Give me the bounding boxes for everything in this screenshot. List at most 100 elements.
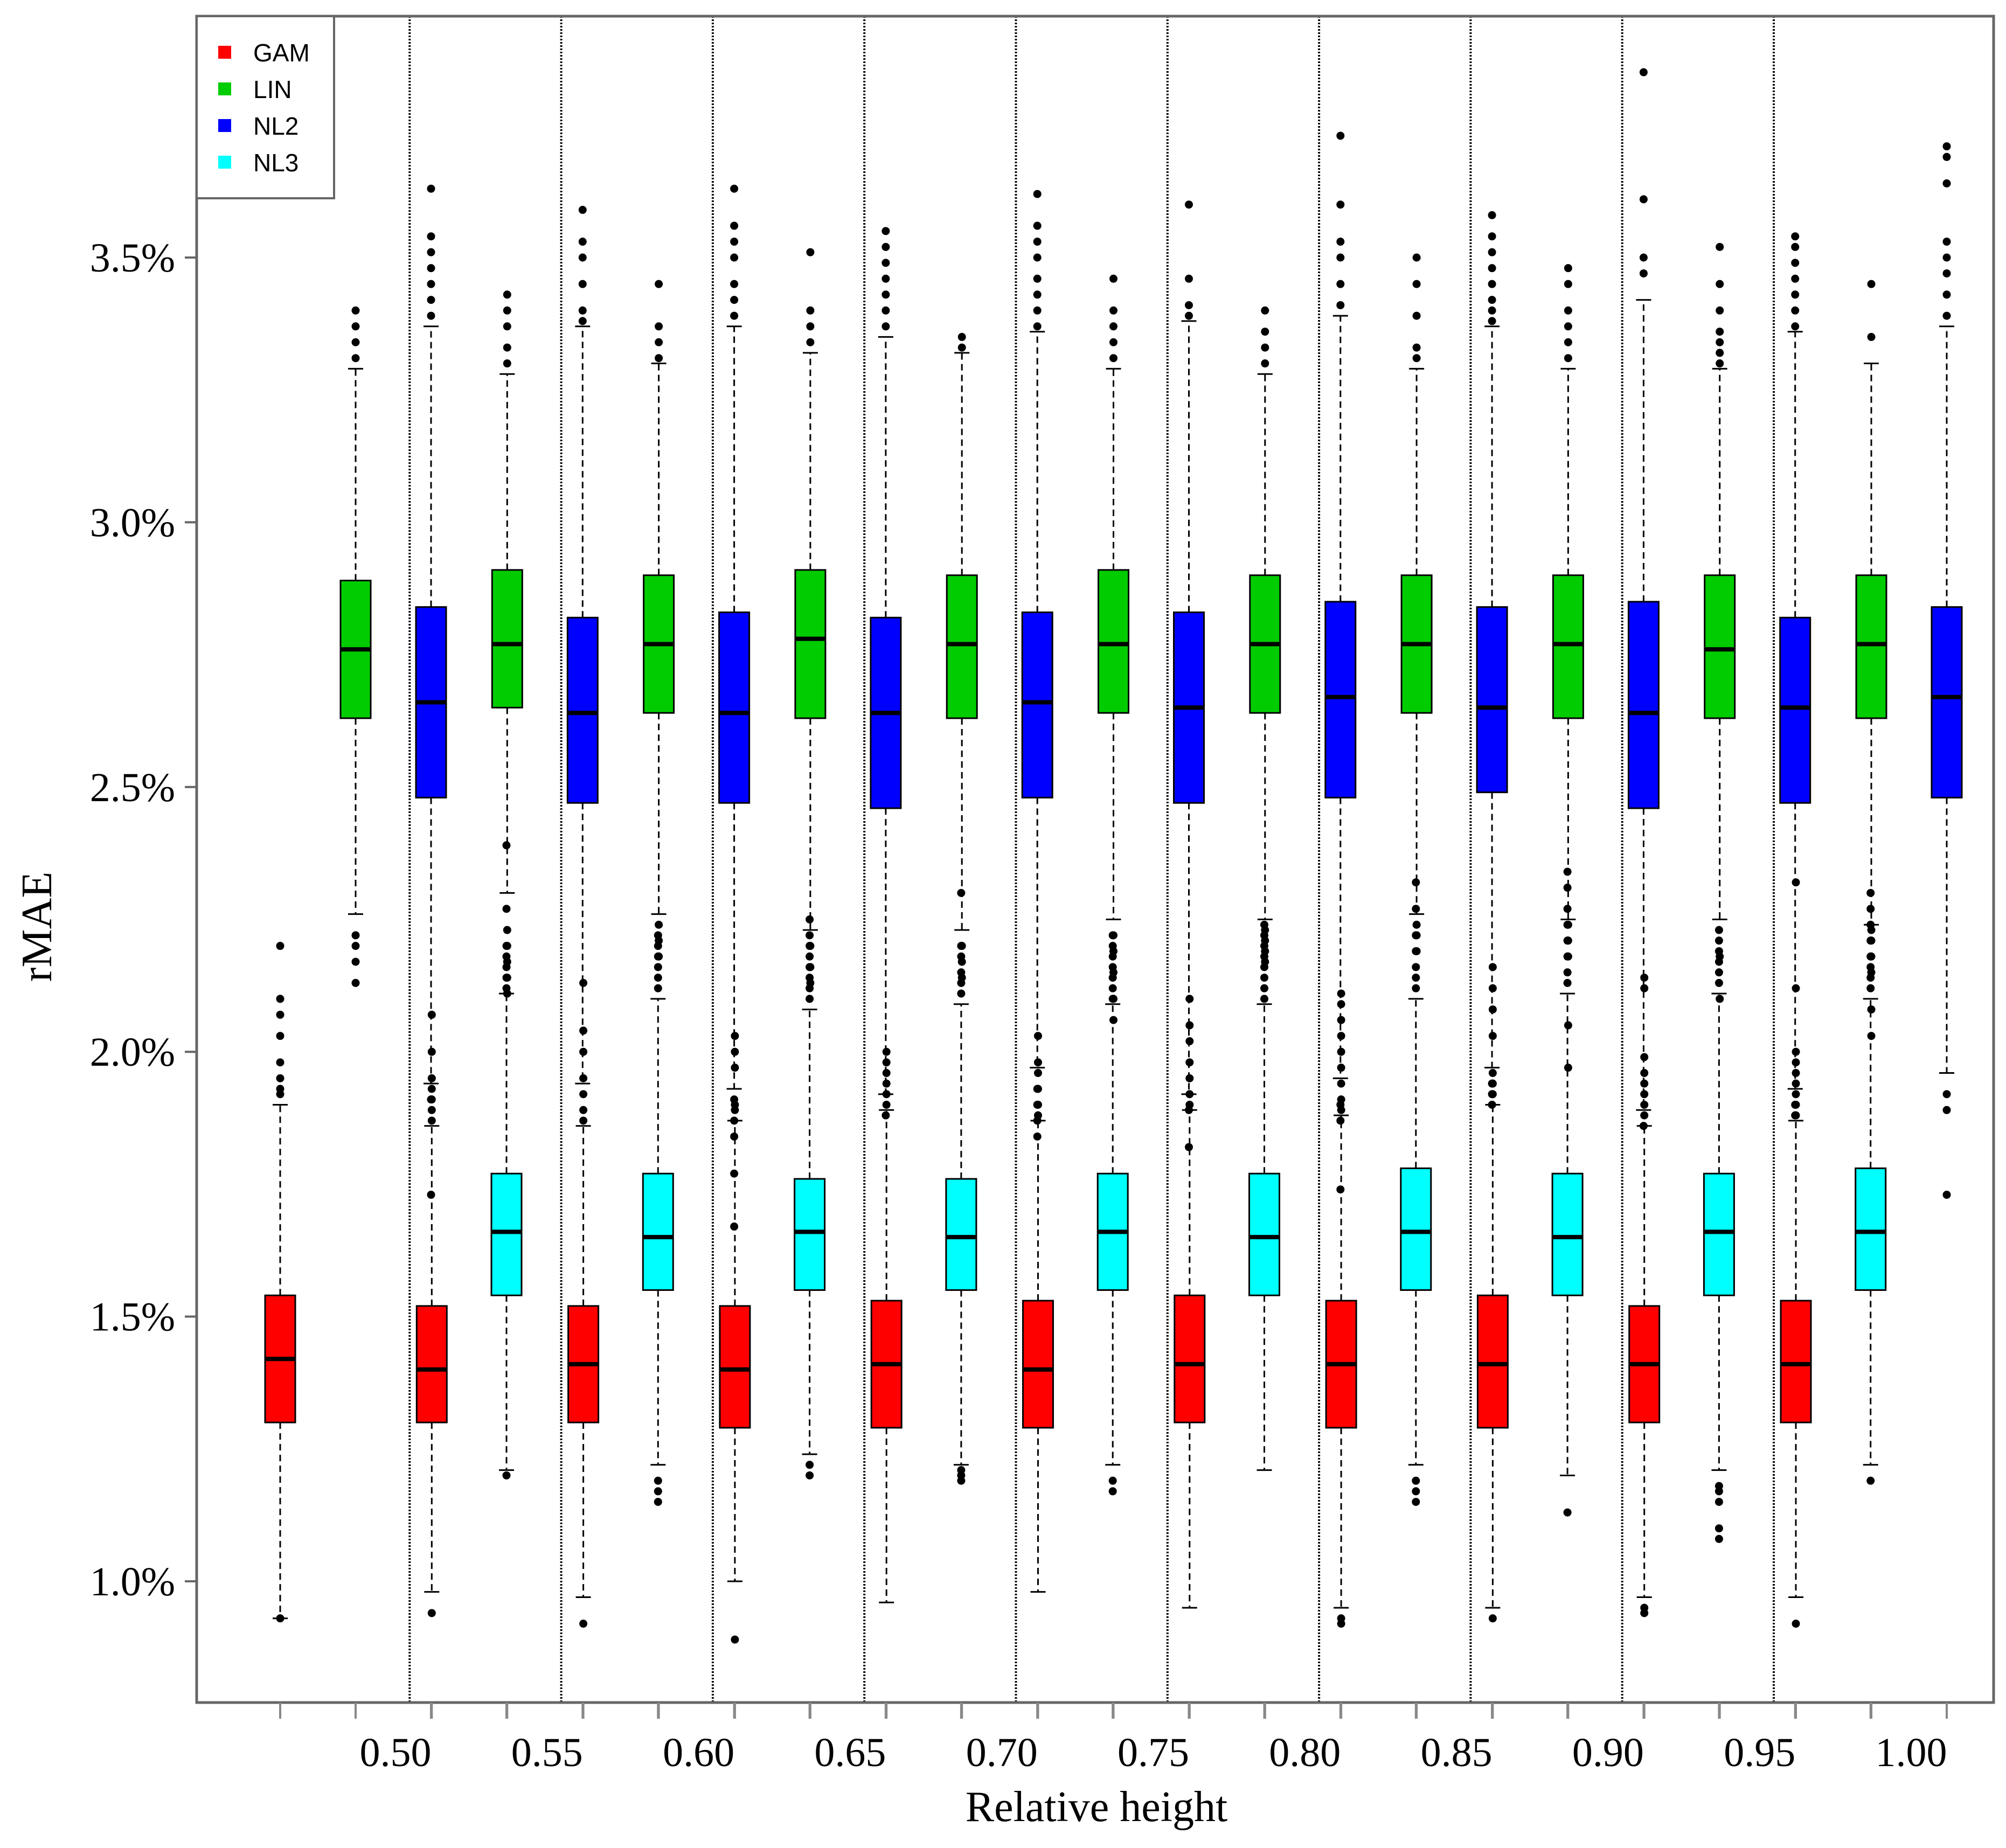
- outlier-point: [1412, 1487, 1420, 1495]
- outlier-point: [503, 963, 511, 971]
- outlier-point: [1337, 1614, 1345, 1622]
- outlier-point: [1943, 254, 1951, 262]
- outlier-point: [1564, 280, 1572, 288]
- outlier-point: [503, 984, 511, 992]
- outlier-point: [881, 322, 890, 330]
- outlier-point: [1260, 921, 1268, 929]
- outlier-point: [427, 1191, 435, 1199]
- outlier-point: [1488, 307, 1496, 315]
- outlier-point: [579, 307, 587, 315]
- outlier-point: [654, 942, 662, 950]
- outlier-point: [503, 926, 511, 934]
- outlier-point: [276, 1011, 284, 1019]
- outlier-point: [654, 1477, 662, 1485]
- outlier-point: [276, 1032, 284, 1040]
- outlier-point: [352, 354, 360, 362]
- outlier-point: [1185, 200, 1193, 209]
- box-iqr: [1705, 575, 1735, 718]
- outlier-point: [1336, 238, 1344, 246]
- outlier-point: [730, 238, 738, 246]
- box-iqr: [567, 617, 598, 803]
- outlier-point: [1336, 1116, 1344, 1124]
- outlier-point: [503, 1471, 511, 1479]
- box-iqr: [1175, 1295, 1205, 1422]
- outlier-point: [579, 1116, 587, 1124]
- box-iqr: [946, 1179, 976, 1290]
- outlier-point: [1488, 280, 1496, 288]
- legend-swatch: [218, 46, 231, 59]
- outlier-point: [1412, 905, 1420, 913]
- outlier-point: [1109, 1487, 1117, 1495]
- x-axis-title: Relative height: [966, 1783, 1228, 1831]
- outlier-point: [1412, 947, 1420, 955]
- outlier-point: [730, 254, 738, 262]
- outlier-point: [352, 979, 360, 987]
- outlier-point: [806, 1461, 814, 1469]
- outlier-point: [579, 206, 587, 214]
- outlier-point: [1791, 290, 1799, 298]
- outlier-point: [503, 841, 511, 849]
- outlier-point: [1866, 889, 1875, 897]
- outlier-point: [1791, 307, 1799, 315]
- outlier-point: [1033, 275, 1042, 283]
- outlier-point: [503, 974, 511, 982]
- outlier-point: [806, 322, 814, 330]
- outlier-point: [1033, 1116, 1042, 1124]
- outlier-point: [1260, 974, 1268, 982]
- outlier-point: [276, 1058, 284, 1066]
- outlier-point: [806, 942, 814, 950]
- outlier-point: [1792, 1090, 1800, 1098]
- box-iqr: [1780, 617, 1810, 803]
- outlier-point: [1413, 354, 1421, 362]
- outlier-point: [1185, 275, 1193, 283]
- outlier-point: [1109, 995, 1117, 1003]
- outlier-point: [427, 296, 435, 304]
- box-iqr: [1856, 575, 1886, 718]
- x-tick-label: 1.00: [1876, 1730, 1947, 1775]
- outlier-point: [881, 307, 890, 315]
- outlier-point: [1640, 1604, 1648, 1612]
- outlier-point: [730, 185, 738, 193]
- outlier-point: [654, 974, 662, 982]
- outlier-point: [1640, 1122, 1648, 1130]
- x-tick-label: 0.90: [1572, 1730, 1644, 1775]
- outlier-point: [654, 984, 662, 992]
- outlier-point: [806, 931, 814, 939]
- chart-background: [0, 0, 2006, 1848]
- outlier-point: [1413, 344, 1421, 352]
- outlier-point: [1260, 953, 1268, 961]
- outlier-point: [806, 963, 814, 971]
- outlier-point: [1412, 931, 1420, 939]
- outlier-point: [730, 280, 738, 288]
- outlier-point: [579, 1106, 587, 1114]
- outlier-point: [730, 1133, 738, 1141]
- outlier-point: [1715, 968, 1723, 976]
- box-iqr: [417, 1306, 447, 1422]
- outlier-point: [1866, 921, 1875, 929]
- outlier-point: [654, 1498, 662, 1506]
- outlier-point: [503, 359, 511, 367]
- box-iqr: [795, 570, 825, 718]
- outlier-point: [1943, 290, 1951, 298]
- outlier-point: [1640, 68, 1648, 77]
- box-iqr: [1325, 602, 1356, 798]
- outlier-point: [655, 921, 663, 929]
- legend: GAM LIN NL2 NL3: [197, 16, 334, 198]
- outlier-point: [1943, 153, 1951, 161]
- outlier-point: [1336, 280, 1344, 288]
- outlier-point: [1716, 338, 1724, 346]
- outlier-point: [654, 963, 662, 971]
- legend-label: NL3: [253, 149, 299, 177]
- outlier-point: [881, 227, 890, 235]
- outlier-point: [427, 264, 435, 272]
- outlier-point: [1336, 200, 1344, 209]
- outlier-point: [1260, 942, 1268, 950]
- box-iqr: [1552, 1173, 1582, 1295]
- outlier-point: [1109, 963, 1117, 971]
- outlier-point: [1260, 984, 1268, 992]
- outlier-point: [1716, 349, 1724, 357]
- outlier-point: [1033, 290, 1042, 298]
- x-tick-label: 0.70: [966, 1730, 1038, 1775]
- outlier-point: [1185, 301, 1193, 309]
- outlier-point: [1640, 195, 1648, 203]
